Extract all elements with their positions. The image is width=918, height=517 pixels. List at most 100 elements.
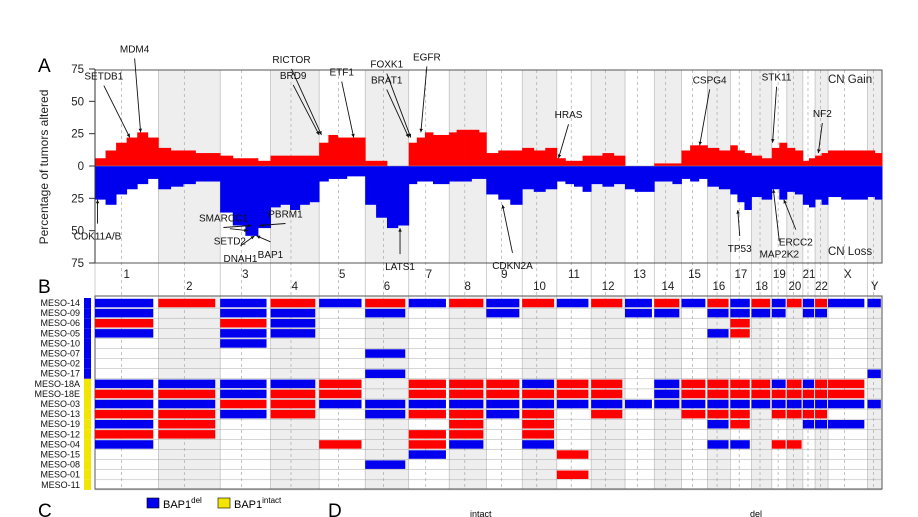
gene-arrow-SMARCC1 (223, 225, 252, 228)
cn-segment-12 (591, 379, 623, 389)
gene-arrowhead-HRAS (557, 154, 562, 159)
cn-segment-18 (751, 399, 771, 409)
panel-label-c: C (38, 501, 52, 517)
y-tick-label: 25 (71, 193, 84, 205)
cn-segment-22 (815, 379, 828, 389)
loss-bar (698, 166, 708, 179)
loss-bar (771, 166, 780, 190)
gene-arrowhead-STK11 (771, 139, 775, 143)
bap1-status-cell (84, 308, 91, 319)
gain-bar (591, 155, 603, 166)
gene-arrow-MDM4 (134, 58, 142, 133)
gain-bar (471, 129, 480, 166)
cn-segment-21 (802, 420, 815, 429)
sample-heatmap (95, 298, 882, 491)
sample-label: MESO-18A (34, 379, 80, 389)
cn-segment-9 (486, 389, 520, 399)
cn-segment-17 (730, 420, 750, 429)
cn-segment-1 (95, 399, 154, 409)
cn-segment-8 (449, 440, 484, 449)
cn-segment-X (828, 379, 865, 389)
cn-segment-20 (786, 298, 802, 308)
gene-arrow-BRD9 (292, 84, 320, 136)
gain-bar (365, 160, 377, 166)
gene-label-CDKN2A: CDKN2A (492, 261, 533, 272)
gene-arrowhead-NF2 (817, 149, 821, 154)
gain-bar (105, 150, 117, 166)
cn-segment-8 (449, 389, 484, 399)
gain-bar (690, 145, 700, 166)
chr-label-8: 8 (465, 281, 471, 293)
cn-segment-10 (522, 298, 555, 308)
cn-segment-7 (408, 430, 446, 439)
cn-segment-17 (730, 389, 750, 399)
gene-arrow-ERCC2 (783, 199, 797, 230)
gain-bar (220, 155, 234, 166)
y-tick-label: 0 (78, 161, 84, 173)
gene-arrowhead-BRD9 (315, 130, 320, 135)
cn-segment-17 (730, 319, 750, 328)
loss-bar (582, 166, 592, 192)
gain-bar (698, 145, 708, 166)
cn-segment-21 (802, 409, 815, 419)
loss-bar (365, 166, 377, 205)
gene-arrow-NF2 (817, 123, 823, 154)
loss-bar (533, 166, 546, 192)
cn-segment-4 (270, 319, 316, 328)
bap1-status-cell (84, 388, 91, 399)
loss-bar (498, 166, 511, 200)
gain-bar (522, 147, 535, 166)
cn-segment-3 (220, 379, 267, 389)
loss-bar (95, 166, 106, 200)
cn-segment-10 (522, 379, 555, 389)
loss-bar (183, 166, 196, 185)
cn-segment-13 (625, 308, 652, 318)
sample-label: MESO-13 (40, 409, 80, 419)
cn-segment-10 (522, 430, 555, 439)
sample-label: MESO-01 (40, 470, 80, 480)
cn-segment-22 (815, 298, 828, 308)
cn-segment-15 (681, 399, 706, 409)
gene-annotations: MDM4 SETDB1 CDK11A/B SMARCC1 SETD2 DNAH1 PBRM1… (74, 44, 832, 273)
cn-segment-17 (730, 440, 750, 449)
chr-label-16: 16 (713, 281, 726, 293)
chromosome-labels: 1 3 5 7 9 11 13 15 17 19 21 X2 4 6 8 10 12 14 16 18 20 22 Y (123, 269, 878, 293)
gene-arrowhead-SETDB1 (126, 133, 130, 138)
loss-bar (232, 166, 246, 226)
cn-segment-17 (730, 329, 750, 338)
y-tick-label: 25 (71, 129, 84, 141)
cn-segment-1 (95, 319, 154, 328)
loss-bar (337, 166, 348, 179)
gain-bar (195, 153, 209, 166)
cn-segment-1 (95, 409, 154, 419)
gene-arrowhead-PBRM1 (259, 223, 264, 227)
cn-segment-18 (751, 298, 771, 308)
sample-label: MESO-07 (40, 349, 80, 359)
chr-label-17: 17 (735, 269, 748, 281)
chr-label-5: 5 (339, 269, 345, 281)
cn-segment-20 (786, 379, 802, 389)
cn-segment-4 (270, 379, 316, 389)
cn-segment-2 (158, 379, 216, 389)
loss-bar (867, 166, 876, 198)
sample-label: MESO-02 (40, 359, 80, 369)
gain-bar (376, 160, 388, 166)
cn-segment-21 (802, 308, 815, 318)
loss-bar (328, 166, 338, 179)
gain-bar (424, 132, 434, 166)
chr-label-22: 22 (815, 281, 828, 293)
loss-bar (522, 166, 535, 190)
chr-label-20: 20 (788, 281, 801, 293)
loss-bar (147, 166, 159, 179)
gene-arrow-CDKN2A (502, 204, 513, 253)
cn-segment-6 (365, 409, 406, 419)
cn-segment-2 (158, 409, 216, 419)
cn-segment-17 (730, 379, 750, 389)
cn-segment-7 (408, 399, 446, 409)
loss-bar (794, 166, 804, 195)
cn-segment-5 (319, 399, 362, 409)
cn-segment-7 (408, 389, 446, 399)
cn-segment-5 (319, 389, 362, 399)
cn-segment-20 (786, 440, 802, 449)
